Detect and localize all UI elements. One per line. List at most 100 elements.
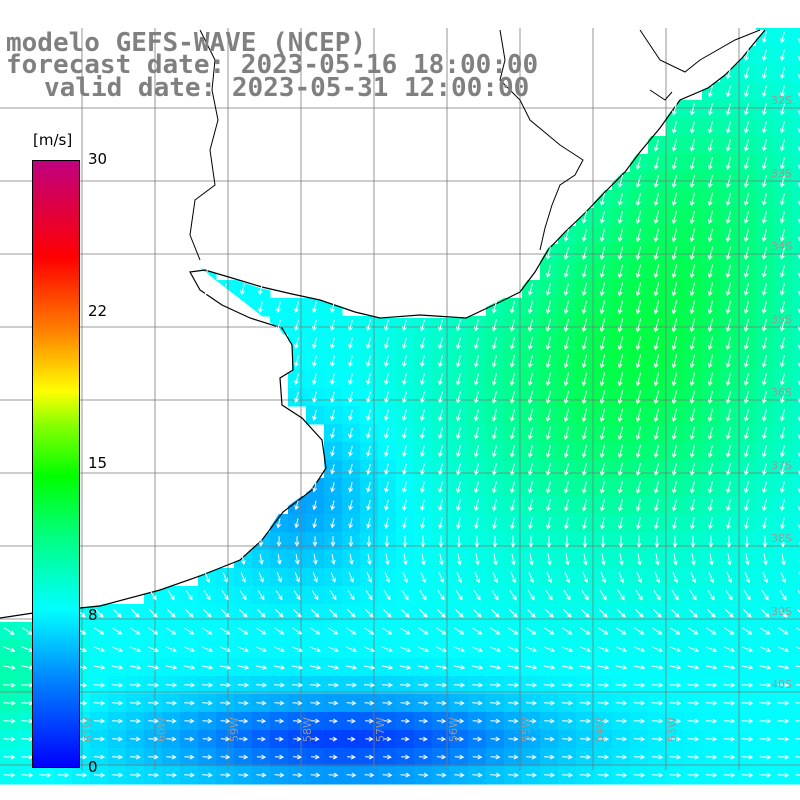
wind-arrow — [454, 627, 465, 635]
wind-arrow — [456, 553, 462, 566]
wind-arrow — [544, 736, 555, 742]
wind-arrow — [166, 754, 177, 760]
wind-arrow — [581, 499, 587, 512]
wind-arrow — [777, 718, 790, 724]
wind-arrow — [707, 444, 714, 458]
wind-arrow — [671, 210, 678, 225]
wind-arrow — [256, 608, 266, 618]
wind-arrow — [545, 408, 552, 423]
wind-arrow — [256, 627, 267, 635]
wind-arrow — [545, 390, 552, 405]
wind-arrow — [471, 682, 484, 688]
wind-cell — [792, 568, 800, 587]
lon-label: 60W — [155, 717, 168, 742]
wind-arrow — [294, 554, 300, 565]
wind-arrow — [635, 408, 642, 423]
wind-arrow — [511, 553, 516, 566]
wind-arrow — [780, 517, 785, 530]
wind-arrow — [384, 445, 389, 458]
wind-arrow — [691, 553, 696, 566]
colorbar-tick: 22 — [88, 302, 108, 320]
wind-arrow — [382, 627, 393, 635]
wind-arrow — [399, 682, 412, 688]
wind-arrow — [509, 463, 515, 476]
wind-arrow — [166, 627, 177, 635]
wind-arrow — [510, 481, 515, 494]
wind-arrow — [760, 627, 771, 635]
wind-arrow — [617, 228, 624, 243]
wind-arrow — [238, 754, 249, 760]
wind-arrow — [364, 608, 374, 618]
wind-arrow — [345, 664, 358, 670]
wind-arrow — [689, 590, 697, 601]
wind-arrow — [472, 718, 483, 724]
wind-arrow — [435, 646, 447, 653]
wind-arrow — [545, 481, 551, 494]
wind-arrow — [581, 590, 589, 601]
wind-arrow — [454, 608, 464, 618]
wind-arrow — [725, 246, 732, 261]
wind-arrow — [617, 444, 624, 459]
wind-arrow — [436, 754, 447, 760]
wind-arrow — [725, 138, 732, 152]
wind-arrow — [472, 754, 483, 760]
wind-arrow — [258, 572, 264, 583]
wind-arrow — [456, 445, 461, 458]
wind-arrow — [510, 571, 517, 584]
lat-label: 39S — [771, 605, 792, 618]
wind-arrow — [743, 121, 749, 134]
wind-arrow — [293, 754, 302, 760]
wind-arrow — [795, 738, 800, 740]
lon-label: 55W — [520, 717, 533, 742]
wind-arrow — [689, 121, 695, 134]
wind-arrow — [417, 664, 430, 670]
wind-arrow — [707, 590, 715, 601]
wind-arrow — [654, 571, 661, 584]
wind-arrow — [689, 192, 696, 207]
wind-arrow — [291, 664, 304, 670]
wind-arrow — [527, 590, 535, 601]
wind-arrow — [671, 156, 678, 171]
wind-arrow — [725, 444, 731, 458]
wind-arrow — [456, 409, 461, 422]
wind-cell — [792, 352, 800, 371]
wind-arrow — [3, 736, 16, 742]
wind-arrow — [653, 174, 660, 189]
wind-arrow — [635, 444, 642, 459]
wind-arrow — [401, 754, 410, 760]
wind-arrow — [543, 700, 556, 706]
wind-arrow — [779, 193, 785, 206]
wind-arrow — [402, 337, 407, 350]
lat-label: 38S — [771, 532, 792, 545]
wind-arrow — [312, 373, 317, 386]
wind-arrow — [707, 390, 714, 405]
wind-arrow — [561, 682, 574, 688]
wind-arrow — [633, 682, 646, 688]
wind-arrow — [491, 445, 497, 458]
wind-arrow — [780, 427, 785, 440]
wind-arrow — [795, 646, 800, 650]
colorbar-tick: 15 — [88, 454, 108, 472]
wind-arrow — [743, 427, 749, 440]
wind-arrow — [601, 553, 606, 566]
wind-arrow — [417, 682, 430, 688]
wind-arrow — [384, 571, 390, 583]
wind-arrow — [456, 319, 461, 332]
wind-arrow — [671, 174, 678, 189]
wind-arrow — [93, 772, 106, 778]
wind-arrow — [94, 608, 104, 618]
wind-arrow — [366, 553, 372, 566]
wind-arrow — [581, 282, 588, 297]
wind-arrow — [545, 372, 552, 387]
wind-arrow — [222, 571, 228, 583]
wind-arrow — [653, 390, 660, 405]
wind-arrow — [348, 427, 353, 440]
wind-arrow — [490, 754, 501, 760]
wind-arrow — [202, 718, 213, 724]
wind-arrow — [759, 700, 772, 706]
wind-arrow — [671, 354, 678, 369]
wind-arrow — [240, 571, 246, 583]
wind-arrow — [780, 409, 785, 422]
wind-arrow — [615, 772, 628, 778]
